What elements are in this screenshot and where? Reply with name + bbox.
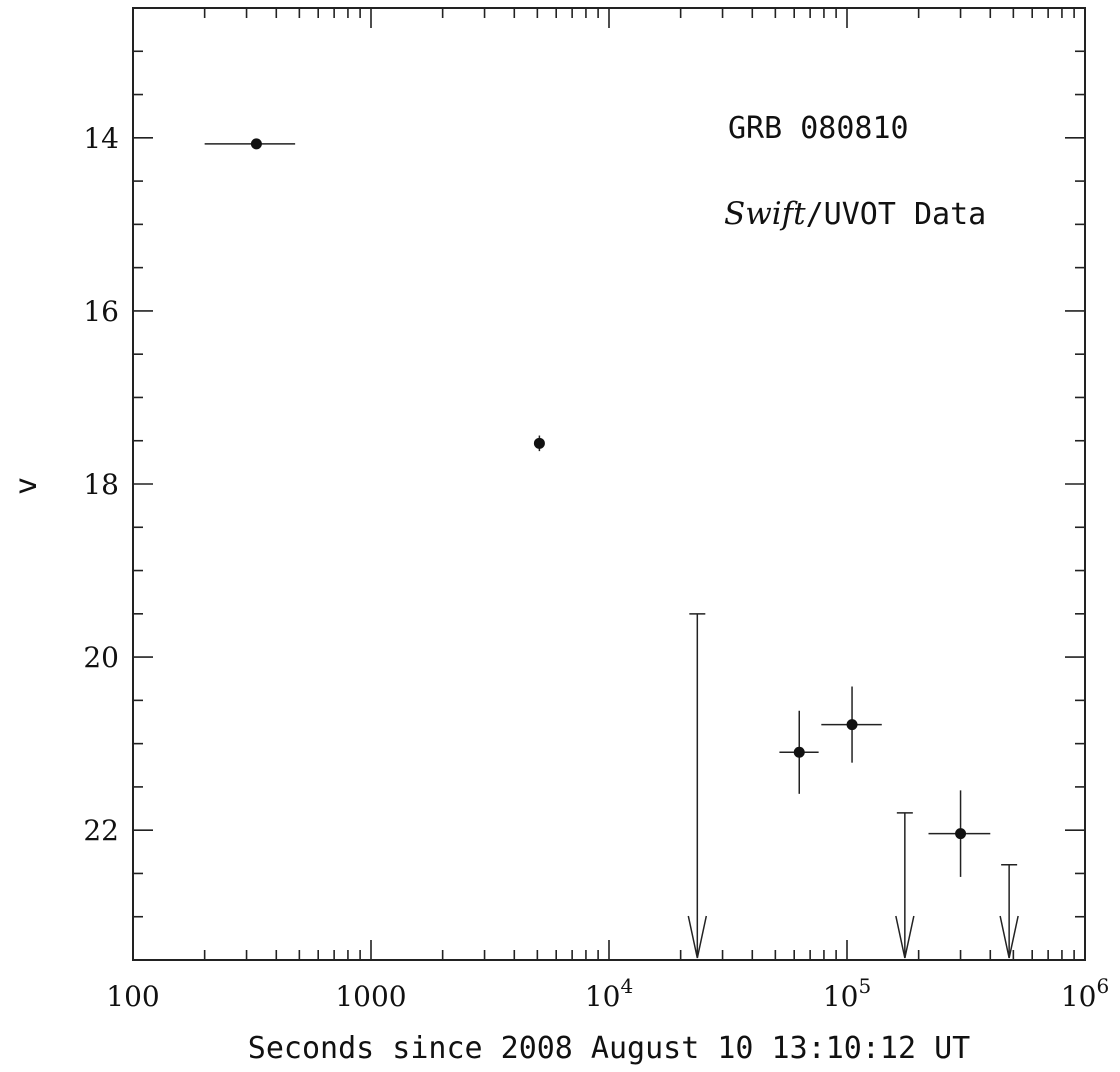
plot-frame <box>132 7 1086 961</box>
minor-ticks <box>133 7 1085 961</box>
x-tick-label: 104 <box>585 974 633 1013</box>
x-tick-label-base: 10 <box>585 980 621 1013</box>
y-tick-label: 16 <box>83 295 119 328</box>
x-tick-labels: 100 1000 104 105 106 <box>106 974 1109 1013</box>
y-tick-label: 14 <box>83 122 119 155</box>
x-tick-label: 105 <box>823 974 871 1013</box>
x-tick-label-base: 1000 <box>335 980 406 1013</box>
y-axis-title: v <box>9 477 44 495</box>
data-point <box>793 746 805 758</box>
x-tick-label-base: 10 <box>1061 980 1097 1013</box>
x-tick-label: 100 <box>106 980 159 1013</box>
data-marks <box>204 138 1019 959</box>
x-tick-label: 1000 <box>335 980 406 1013</box>
annotation-swift: Swift <box>724 196 806 232</box>
annotation-uvot: /UVOT Data <box>806 197 987 232</box>
upper-limit-arrowhead <box>999 915 1019 959</box>
x-tick-label-exponent: 4 <box>620 974 633 998</box>
major-ticks <box>132 8 1086 960</box>
y-tick-label: 20 <box>83 641 119 674</box>
annotation-grb-name: GRB 080810 <box>728 111 909 146</box>
x-tick-label-exponent: 5 <box>858 974 871 998</box>
upper-limit-arrowhead <box>895 915 915 959</box>
data-point <box>250 138 262 150</box>
data-point <box>533 437 545 449</box>
y-tick-labels: 14 16 18 20 22 <box>83 122 119 847</box>
annotation-instrument: Swift/UVOT Data <box>724 196 986 232</box>
data-point <box>846 719 858 731</box>
data-point <box>955 828 967 840</box>
x-tick-label-exponent: 6 <box>1096 974 1109 998</box>
x-axis-title: Seconds since 2008 August 10 13:10:12 UT <box>248 1031 970 1066</box>
x-tick-label-base: 100 <box>106 980 159 1013</box>
upper-limit-arrowhead <box>687 915 708 959</box>
x-tick-label: 106 <box>1061 974 1109 1013</box>
x-tick-label-base: 10 <box>823 980 859 1013</box>
y-tick-label: 18 <box>83 468 119 501</box>
y-tick-label: 22 <box>83 814 119 847</box>
